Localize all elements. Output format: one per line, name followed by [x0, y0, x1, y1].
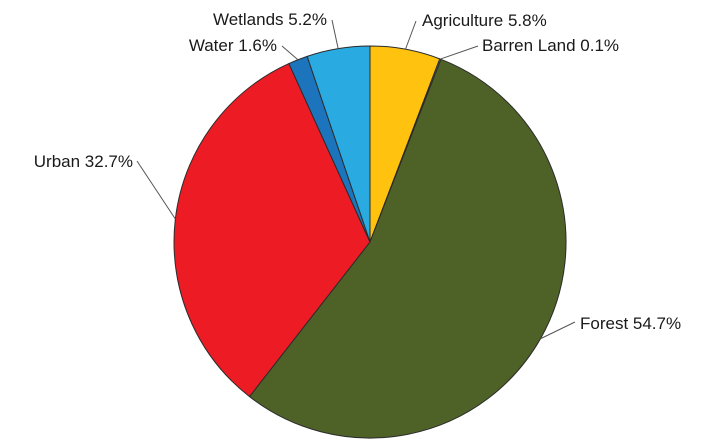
leader-line-urban	[136, 160, 176, 220]
leader-line-agriculture	[405, 20, 417, 50]
leader-line-water	[281, 45, 299, 61]
leader-line-forest	[540, 321, 576, 340]
slices-layer	[173, 45, 567, 439]
labels-layer: Agriculture 5.8% Barren Land 0.1% Forest 5…	[34, 10, 681, 333]
slice-label-urban: Urban 32.7%	[34, 152, 133, 171]
pie-slice-urban	[173, 63, 371, 398]
leader-line-barren-land	[440, 45, 479, 60]
leader-line-wetlands	[331, 19, 339, 49]
slice-label-agriculture: Agriculture 5.8%	[422, 11, 547, 30]
slice-label-barren-land: Barren Land 0.1%	[482, 36, 619, 55]
slice-label-forest: Forest 54.7%	[580, 314, 681, 333]
slice-label-water: Water 1.6%	[189, 36, 277, 55]
leader-lines-layer	[136, 19, 576, 340]
pie-slice-wetlands	[306, 45, 371, 243]
slice-label-wetlands: Wetlands 5.2%	[213, 10, 327, 29]
